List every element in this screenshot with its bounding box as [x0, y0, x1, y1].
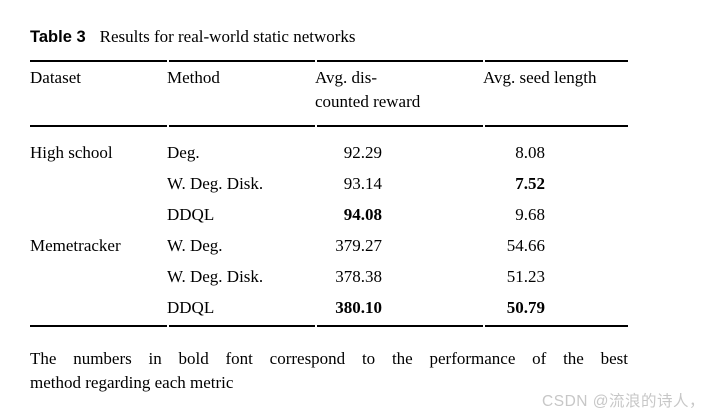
table-body: High school Deg. 92.29 8.08 W. Deg. Disk… [30, 137, 628, 323]
cell-dataset [30, 261, 167, 292]
cell-method: DDQL [167, 298, 215, 317]
cell-reward: 379.27 [335, 236, 382, 255]
rule-column-gap [483, 125, 485, 127]
rule-column-gap [483, 60, 485, 62]
table-header-row: Dataset Method Avg. dis- counted reward … [30, 66, 628, 114]
cell-dataset: High school [30, 143, 113, 162]
cell-reward: 380.10 [335, 298, 382, 317]
table-rule-top [30, 60, 628, 62]
cell-seed: 50.79 [506, 298, 545, 317]
cell-seed: 54.66 [506, 236, 545, 255]
rule-column-gap [167, 60, 169, 62]
header-dataset: Dataset [30, 68, 81, 87]
cell-method: W. Deg. Disk. [167, 174, 264, 193]
cell-method: W. Deg. Disk. [167, 267, 264, 286]
header-method: Method [167, 68, 220, 87]
footnote-line2: method regarding each metric [30, 373, 234, 392]
cell-reward: 93.14 [343, 174, 382, 193]
cell-dataset: Memetracker [30, 236, 121, 255]
rule-column-gap [483, 325, 485, 327]
cell-reward: 378.38 [335, 267, 382, 286]
table-footnote: The numbers in bold font correspond to t… [30, 347, 628, 395]
table-rule-bottom [30, 325, 628, 327]
table-number-label: Table 3 [30, 28, 86, 46]
cell-method: W. Deg. [167, 236, 223, 255]
header-discounted-reward: Avg. dis- counted reward [315, 66, 483, 114]
cell-method: DDQL [167, 205, 215, 224]
rule-column-gap [315, 325, 317, 327]
table-title: Table 3 Results for real-world static net… [30, 26, 356, 48]
cell-reward: 94.08 [343, 205, 382, 224]
cell-reward: 92.29 [343, 143, 382, 162]
rule-column-gap [167, 325, 169, 327]
cell-seed: 51.23 [506, 267, 545, 286]
cell-dataset [30, 292, 167, 323]
footnote-line1: The numbers in bold font correspond to t… [30, 349, 628, 368]
cell-method: Deg. [167, 143, 200, 162]
header-discounted-reward-line2: counted reward [315, 92, 421, 111]
cell-dataset [30, 168, 167, 199]
csdn-watermark: CSDN @流浪的诗人， [542, 393, 705, 410]
cell-seed: 9.68 [515, 205, 545, 224]
rule-column-gap [315, 125, 317, 127]
cell-seed: 8.08 [515, 143, 545, 162]
rule-column-gap [315, 60, 317, 62]
cell-dataset [30, 199, 167, 230]
table-caption: Results for real-world static networks [99, 27, 356, 46]
table-rule-mid [30, 125, 628, 127]
rule-column-gap [167, 125, 169, 127]
header-discounted-reward-line1: Avg. dis- [315, 68, 378, 87]
cell-seed: 7.52 [515, 174, 545, 193]
header-seed-length: Avg. seed length [483, 68, 597, 87]
